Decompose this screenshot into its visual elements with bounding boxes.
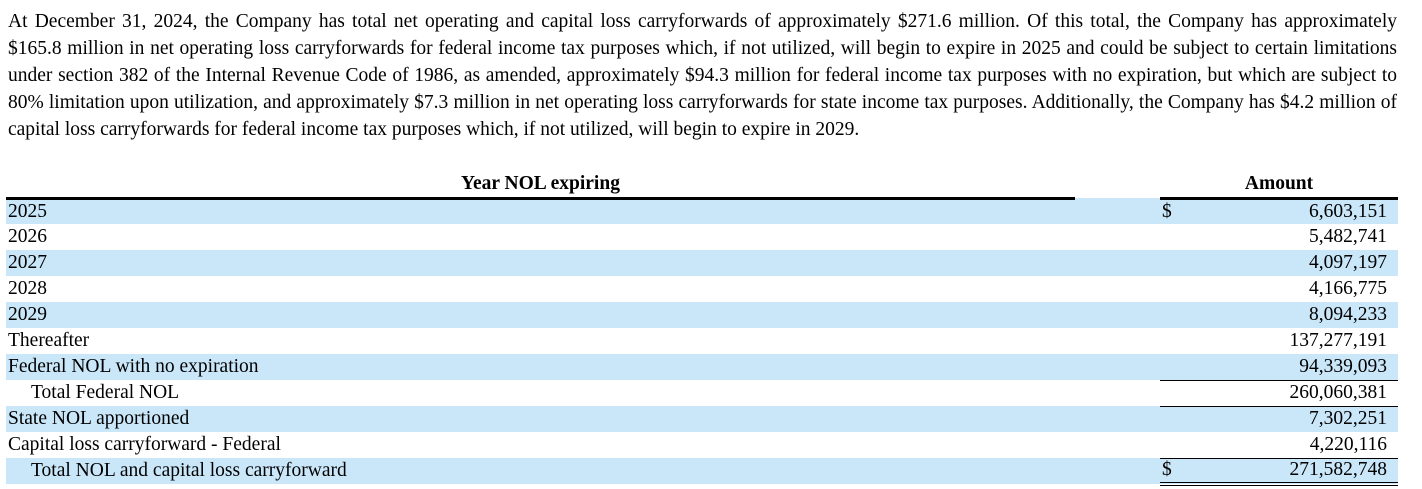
spacer-cell (1075, 328, 1160, 354)
table-row: 2026 5,482,741 (6, 224, 1398, 250)
row-label: 2029 (6, 302, 1075, 328)
table-row: Total NOL and capital loss carryforward $… (6, 458, 1399, 486)
spacer-cell (1075, 302, 1160, 328)
table-row: 2027 4,097,197 (6, 250, 1399, 276)
row-label: Federal NOL with no expiration (6, 354, 1075, 380)
row-label: 2025 (6, 198, 1075, 224)
row-amount: 4,097,197 (1190, 250, 1399, 276)
table-row: Total Federal NOL 260,060,381 (6, 380, 1399, 407)
row-label: 2027 (6, 250, 1075, 276)
col-header-year-nol-expiring: Year NOL expiring (6, 171, 1075, 200)
spacer-cell (1075, 276, 1160, 302)
table-row: 2025 $6,603,151 (6, 198, 1399, 224)
row-label: Total NOL and capital loss carryforward (6, 458, 1075, 484)
table-row: 2029 8,094,233 (6, 302, 1399, 328)
row-amount: 271,582,748 (1190, 458, 1399, 486)
currency-symbol (1160, 250, 1190, 276)
table-row: Capital loss carryforward - Federal 4,220… (6, 432, 1399, 459)
nol-table-body: 2025 $6,603,151 2026 5,482,741 2027 4,097,197… (6, 198, 1399, 486)
spacer-cell (1075, 224, 1160, 250)
intro-paragraph: At December 31, 2024, the Company has to… (8, 11, 1397, 140)
currency-symbol (1160, 328, 1190, 354)
spacer-cell (1075, 380, 1160, 406)
currency-symbol (1160, 354, 1190, 381)
nol-table-header: Year NOL expiring Amount (6, 171, 1399, 200)
row-label: Total Federal NOL (31, 382, 180, 403)
spacer-cell (1075, 432, 1160, 458)
row-label: 2028 (8, 278, 47, 299)
table-row: Federal NOL with no expiration 94,339,093 (6, 354, 1399, 381)
currency-symbol (1160, 302, 1190, 328)
row-amount: 6,603,151 (1190, 198, 1399, 224)
row-amount: 4,166,775 (1309, 278, 1388, 299)
nol-table: Year NOL expiring Amount 2025 $6,603,151 2… (6, 171, 1399, 486)
spacer-cell (1075, 250, 1160, 276)
row-amount: 7,302,251 (1190, 406, 1399, 432)
currency-symbol (1160, 276, 1190, 302)
row-label: Thereafter (8, 330, 90, 351)
currency-symbol: $ (1160, 458, 1190, 486)
table-row: Thereafter 137,277,191 (6, 328, 1398, 354)
header-spacer-cell (1075, 171, 1160, 198)
table-row: 2028 4,166,775 (6, 276, 1398, 302)
row-label: State NOL apportioned (6, 406, 1075, 432)
spacer-cell (1075, 354, 1160, 380)
table-row: State NOL apportioned 7,302,251 (6, 406, 1399, 432)
spacer-cell (1075, 198, 1160, 224)
row-amount: 137,277,191 (1289, 330, 1388, 351)
spacer-cell (1075, 406, 1160, 432)
row-label: Capital loss carryforward - Federal (8, 434, 281, 455)
header-row: Year NOL expiring Amount (6, 171, 1399, 200)
currency-symbol (1160, 224, 1190, 250)
row-amount: 8,094,233 (1190, 302, 1399, 328)
currency-symbol (1160, 380, 1190, 407)
currency-symbol (1160, 406, 1190, 432)
col-header-amount: Amount (1160, 171, 1399, 200)
row-amount: 4,220,116 (1190, 432, 1399, 459)
currency-symbol: $ (1160, 198, 1190, 224)
row-amount: 260,060,381 (1190, 380, 1399, 407)
spacer-cell (1075, 458, 1160, 484)
row-label: 2026 (8, 226, 47, 247)
currency-symbol (1160, 432, 1190, 459)
row-amount: 5,482,741 (1309, 226, 1388, 247)
row-amount: 94,339,093 (1190, 354, 1399, 381)
